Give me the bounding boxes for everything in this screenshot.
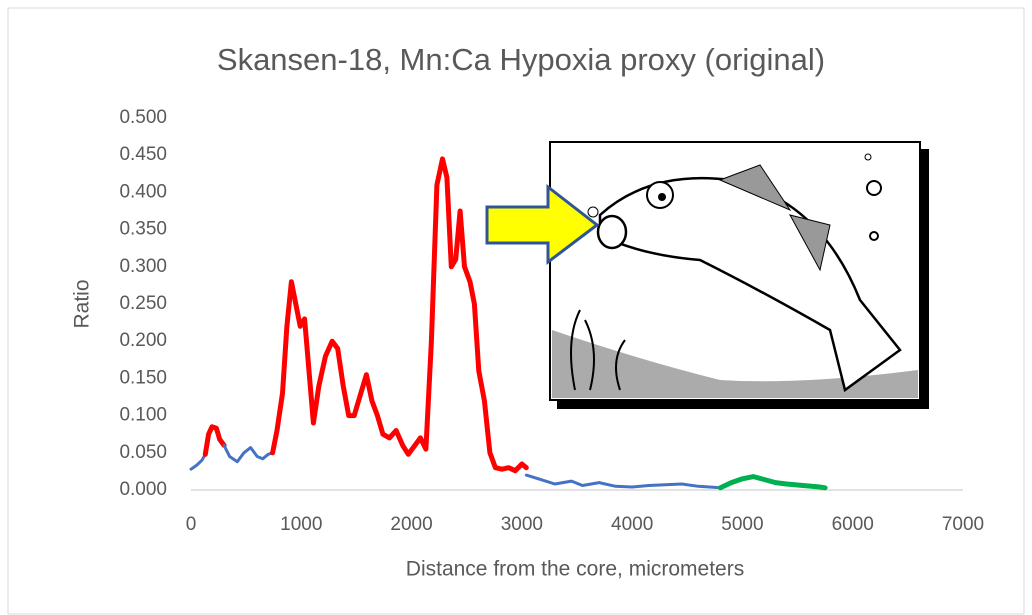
x-tick-label: 7000 [942, 514, 984, 535]
data-line [717, 474, 828, 491]
arrow [485, 183, 600, 266]
plot-area: 0.000 0.050 0.100 0.150 0.200 0.250 0.300 0.350… [119, 107, 984, 535]
data-line [222, 443, 275, 464]
y-tick-label: 0.350 [119, 219, 167, 240]
fish-pupil [658, 193, 666, 201]
y-tick-label: 0.500 [119, 107, 167, 128]
bubble [864, 153, 872, 161]
x-tick-label: 0 [186, 514, 197, 535]
y-tick-label: 0.000 [119, 479, 167, 500]
seaweed [570, 309, 626, 391]
y-tick-label: 0.300 [119, 256, 167, 277]
data-line [202, 424, 227, 457]
bubble [587, 206, 599, 218]
fish-mouth [596, 214, 628, 250]
bubble [869, 231, 879, 241]
x-tick-label: 2000 [390, 514, 432, 535]
data-line [524, 473, 722, 490]
x-axis-label: Distance from the core, micrometers [406, 558, 744, 581]
x-tick-label: 6000 [832, 514, 874, 535]
y-tick-label: 0.250 [119, 293, 167, 314]
y-tick-label: 0.200 [119, 330, 167, 351]
fish-illustration [549, 141, 929, 409]
y-tick-label: 0.450 [119, 144, 167, 165]
fish-body [598, 176, 902, 393]
seabed [552, 330, 918, 398]
x-tick-label: 1000 [280, 514, 322, 535]
y-tick-label: 0.400 [119, 181, 167, 202]
data-line [189, 452, 207, 471]
x-tick-label: 4000 [611, 514, 653, 535]
y-axis-label: Ratio [71, 279, 94, 328]
x-tick-label: 3000 [501, 514, 543, 535]
y-tick-label: 0.100 [119, 405, 167, 426]
chart-title: Skansen-18, Mn:Ca Hypoxia proxy (origina… [217, 42, 825, 77]
x-tick-label: 5000 [721, 514, 763, 535]
data-line [270, 156, 529, 474]
bubble [866, 180, 882, 196]
y-tick-label: 0.150 [119, 367, 167, 388]
y-tick-label: 0.050 [119, 442, 167, 463]
fish-fins [718, 164, 831, 272]
